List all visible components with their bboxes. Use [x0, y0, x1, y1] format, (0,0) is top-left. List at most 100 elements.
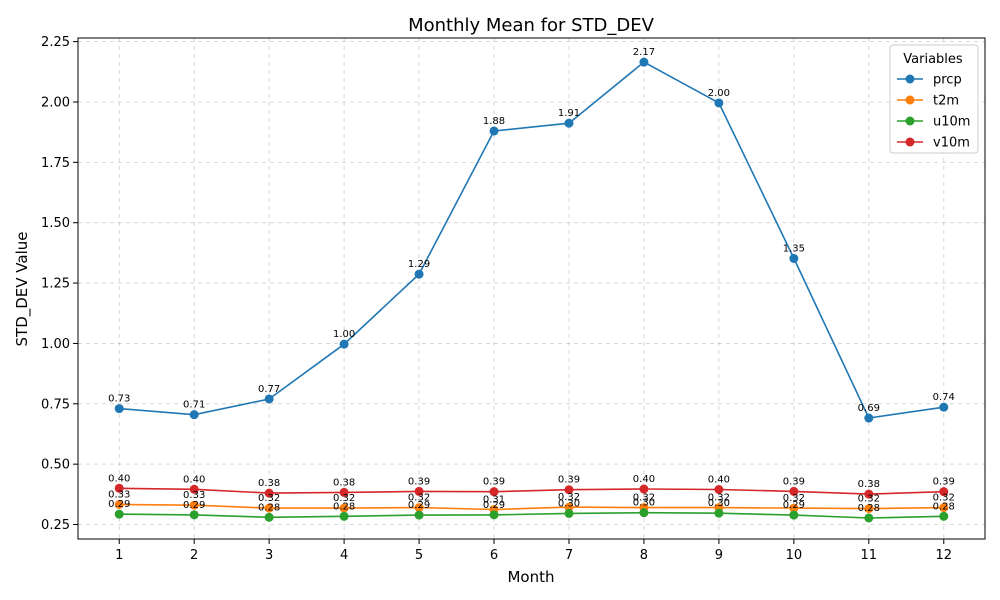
x-tick-label: 2 [190, 548, 198, 563]
data-label-t2m: 0.33 [108, 489, 130, 500]
legend-label: prcp [933, 73, 962, 88]
data-label-v10m: 0.38 [333, 477, 355, 488]
x-axis-label: Month [507, 568, 554, 586]
x-tick-label: 4 [340, 548, 348, 563]
y-tick-label: 0.50 [41, 458, 70, 473]
data-point-prcp [189, 410, 199, 420]
y-tick-label: 1.75 [41, 156, 70, 171]
x-tick-label: 12 [935, 548, 952, 563]
data-point-t2m [339, 503, 349, 513]
data-label-u10m: 0.28 [858, 503, 880, 514]
data-point-v10m [714, 485, 724, 495]
data-label-prcp: 2.00 [708, 88, 730, 99]
data-point-v10m [264, 488, 274, 498]
data-point-prcp [414, 269, 424, 279]
data-point-v10m [189, 484, 199, 494]
data-label-u10m: 0.29 [108, 499, 130, 510]
legend-label: v10m [933, 136, 970, 151]
data-label-u10m: 0.29 [183, 500, 205, 511]
data-point-v10m [489, 487, 499, 497]
data-label-u10m: 0.30 [633, 498, 655, 509]
data-point-v10m [639, 484, 649, 494]
data-point-t2m [264, 503, 274, 513]
x-tick-label: 9 [715, 548, 723, 563]
x-tick-label: 6 [490, 548, 498, 563]
series-line-prcp [119, 61, 944, 419]
y-tick-label: 0.75 [41, 397, 70, 412]
data-labels: 0.73 0.71 0.77 1.00 1.29 1.88 1.91 2.17 2.00 1.35… [108, 47, 955, 514]
legend-marker [905, 95, 915, 105]
data-point-t2m [114, 499, 124, 509]
data-label-prcp: 0.69 [858, 403, 880, 414]
legend-marker [905, 137, 915, 147]
y-tick-label: 2.25 [41, 35, 70, 50]
data-point-u10m [114, 509, 124, 519]
data-point-t2m [939, 503, 949, 513]
legend-item-t2m: t2m [897, 94, 959, 109]
data-point-v10m [564, 485, 574, 495]
data-point-t2m [864, 504, 874, 514]
data-point-u10m [414, 510, 424, 520]
series-layer [114, 57, 949, 523]
data-label-t2m: 0.32 [408, 493, 430, 504]
legend-marker [905, 74, 915, 84]
data-label-u10m: 0.29 [483, 500, 505, 511]
legend: Variables prcp t2m u10m v10m [889, 44, 979, 154]
y-tick-label: 0.25 [41, 518, 70, 533]
data-point-prcp [789, 253, 799, 263]
data-label-u10m: 0.30 [708, 498, 730, 509]
legend-title: Variables [903, 52, 963, 67]
data-label-v10m: 0.39 [408, 476, 430, 487]
data-label-v10m: 0.39 [933, 477, 955, 488]
data-label-t2m: 0.31 [483, 495, 505, 506]
chart-title: Monthly Mean for STD_DEV [408, 15, 655, 36]
data-point-u10m [189, 510, 199, 520]
data-label-v10m: 0.39 [483, 477, 505, 488]
data-label-prcp: 1.88 [483, 116, 505, 127]
data-point-prcp [864, 413, 874, 423]
legend-item-v10m: v10m [897, 136, 970, 151]
series-line-t2m [119, 503, 944, 511]
data-point-u10m [864, 513, 874, 523]
data-point-u10m [339, 511, 349, 521]
data-point-u10m [264, 512, 274, 522]
x-tick-label: 7 [565, 548, 573, 563]
legend-item-u10m: u10m [897, 115, 970, 130]
data-point-prcp [939, 402, 949, 412]
data-label-t2m: 0.32 [783, 493, 805, 504]
series-line-u10m [119, 511, 944, 519]
data-label-prcp: 2.17 [633, 47, 655, 58]
data-point-u10m [639, 508, 649, 518]
data-point-u10m [939, 511, 949, 521]
x-tick-label: 8 [640, 548, 648, 563]
data-point-v10m [114, 483, 124, 493]
y-tick-label: 2.00 [41, 95, 70, 110]
legend-box [889, 44, 979, 154]
data-label-prcp: 0.71 [183, 400, 205, 411]
data-label-u10m: 0.28 [333, 501, 355, 512]
y-axis-ticks: 0.25 0.50 0.75 1.00 1.25 1.50 1.75 2.00 2.25 [41, 35, 78, 533]
data-point-v10m [339, 487, 349, 497]
data-label-u10m: 0.29 [783, 500, 805, 511]
data-point-v10m [414, 486, 424, 496]
data-label-u10m: 0.29 [408, 500, 430, 511]
legend-marker [905, 116, 915, 126]
data-label-prcp: 0.74 [933, 392, 955, 403]
plot-frame [77, 37, 986, 540]
data-point-t2m [414, 503, 424, 513]
y-tick-label: 1.00 [41, 337, 70, 352]
data-point-prcp [714, 98, 724, 108]
data-label-t2m: 0.32 [933, 493, 955, 504]
data-point-v10m [789, 486, 799, 496]
data-label-t2m: 0.32 [558, 492, 580, 503]
data-point-u10m [789, 510, 799, 520]
series-line-v10m [119, 487, 944, 495]
data-point-prcp [339, 339, 349, 349]
series-prcp [114, 57, 949, 423]
data-label-t2m: 0.32 [333, 493, 355, 504]
data-label-prcp: 0.77 [258, 384, 280, 395]
data-label-prcp: 1.29 [408, 259, 430, 270]
y-axis-label: STD_DEV Value [13, 232, 32, 347]
data-point-prcp [489, 126, 499, 136]
